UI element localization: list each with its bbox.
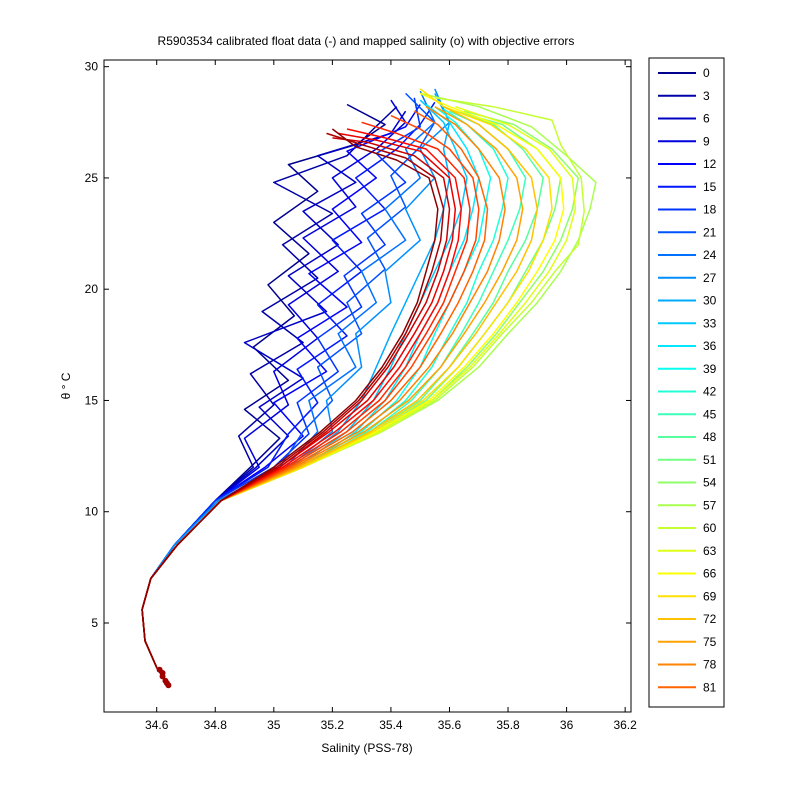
- profile-line-0: [141, 103, 386, 686]
- x-tick-label: 35.8: [496, 718, 520, 732]
- legend-label-63: 63: [703, 544, 717, 558]
- legend-label-0: 0: [703, 66, 710, 80]
- y-tick-label: 15: [85, 393, 99, 407]
- x-tick-label: 36.2: [613, 718, 637, 732]
- legend-label-48: 48: [703, 430, 717, 444]
- x-tick-label: 34.6: [145, 718, 169, 732]
- legend-label-60: 60: [703, 521, 717, 535]
- x-tick-label: 35.4: [379, 718, 403, 732]
- legend: 0369121518212427303336394245485154576063…: [648, 57, 725, 708]
- profile-line-21: [141, 92, 436, 686]
- legend-label-45: 45: [703, 407, 717, 421]
- x-axis-label: Salinity (PSS-78): [321, 741, 412, 755]
- legend-label-27: 27: [703, 271, 717, 285]
- y-tick-label: 25: [85, 171, 99, 185]
- profile-line-72: [141, 106, 539, 686]
- plot-area-frame: [103, 59, 632, 713]
- mapped-salinity-point: [159, 670, 166, 677]
- legend-label-18: 18: [703, 203, 717, 217]
- legend-label-42: 42: [703, 385, 717, 399]
- legend-label-3: 3: [703, 89, 710, 103]
- legend-label-72: 72: [703, 612, 717, 626]
- legend-label-54: 54: [703, 476, 717, 490]
- legend-label-9: 9: [703, 134, 710, 148]
- legend-label-33: 33: [703, 316, 717, 330]
- legend-box: [648, 57, 725, 708]
- y-tick-label: 10: [85, 505, 99, 519]
- legend-label-6: 6: [703, 112, 710, 126]
- profile-line-6: [141, 110, 407, 686]
- y-tick-label: 30: [85, 60, 99, 74]
- legend-label-69: 69: [703, 589, 717, 603]
- y-tick-label: 5: [91, 616, 98, 630]
- legend-label-51: 51: [703, 453, 717, 467]
- mapped-salinity-point: [163, 680, 170, 687]
- legend-label-30: 30: [703, 294, 717, 308]
- profile-line-extra-6: [141, 128, 439, 686]
- legend-label-75: 75: [703, 635, 717, 649]
- profile-line-48: [141, 110, 544, 686]
- profile-line-78: [141, 106, 506, 686]
- x-tick-label: 36: [560, 718, 574, 732]
- legend-label-12: 12: [703, 157, 717, 171]
- chart-title: R5903534 calibrated float data (-) and m…: [158, 34, 575, 48]
- legend-label-39: 39: [703, 362, 717, 376]
- legend-label-24: 24: [703, 248, 717, 262]
- x-tick-label: 34.8: [204, 718, 228, 732]
- x-tick-label: 35.6: [438, 718, 462, 732]
- legend-label-66: 66: [703, 567, 717, 581]
- legend-label-21: 21: [703, 225, 717, 239]
- legend-label-36: 36: [703, 339, 717, 353]
- legend-label-15: 15: [703, 180, 717, 194]
- y-axis-label: θ ° C: [59, 372, 73, 399]
- legend-label-57: 57: [703, 498, 717, 512]
- axis-ticks: 34.6 34.8 35 35.2 35.4 35.6 35.8 36 36.2 5 10 15 20 2…: [85, 60, 638, 732]
- x-tick-label: 35.2: [321, 718, 345, 732]
- legend-label-81: 81: [703, 680, 717, 694]
- profile-line-51: [141, 110, 562, 686]
- profile-line-75: [141, 106, 524, 686]
- y-tick-label: 20: [85, 282, 99, 296]
- plot-lines: [141, 88, 597, 689]
- profile-line-extra-5: [141, 132, 445, 686]
- legend-label-78: 78: [703, 658, 717, 672]
- x-tick-label: 35: [267, 718, 281, 732]
